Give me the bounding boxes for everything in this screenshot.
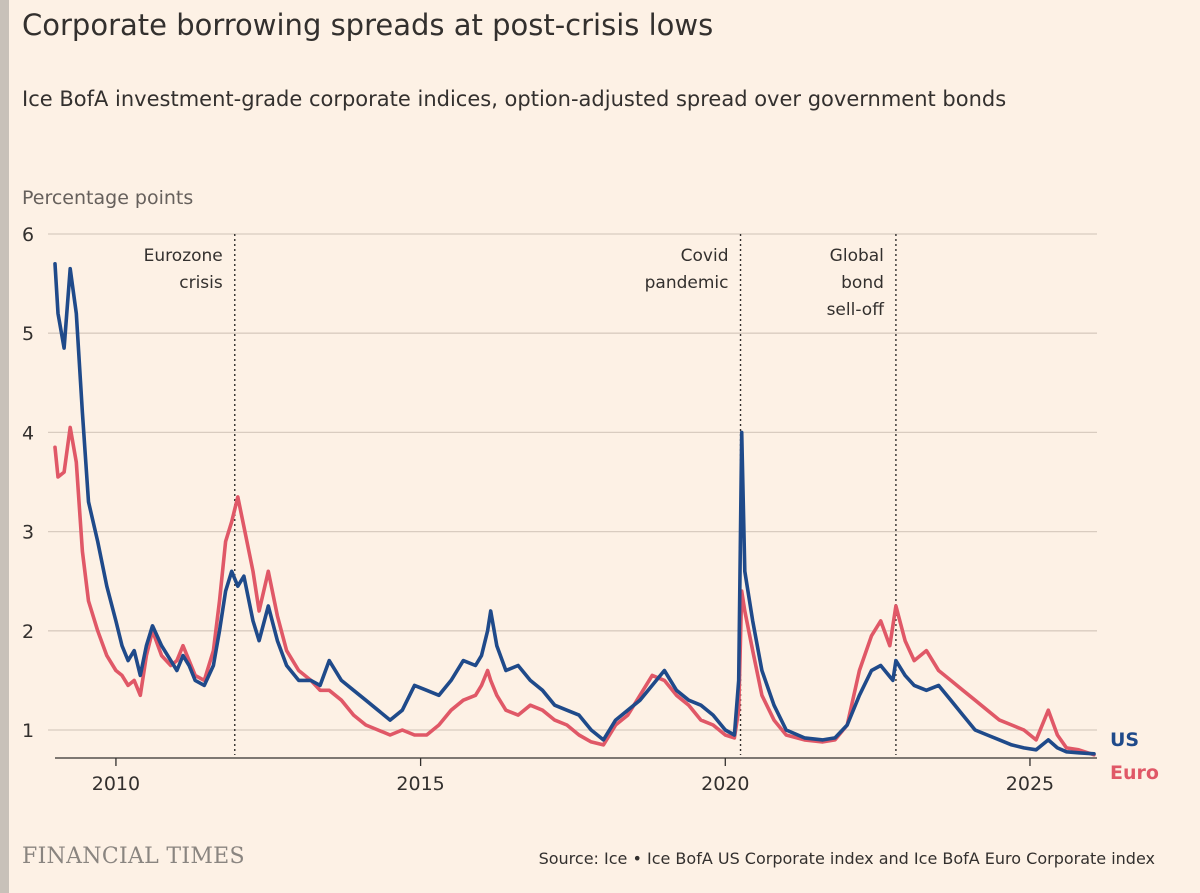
y-tick-label: 5 <box>22 323 34 345</box>
source-note: Source: Ice • Ice BofA US Corporate inde… <box>538 849 1155 868</box>
y-axis-ticks: 1 2 3 4 5 6 <box>22 224 34 742</box>
event-annotations: Eurozone crisis Covid pandemic Global bond sel… <box>144 234 897 755</box>
y-tick-label: 6 <box>22 224 34 246</box>
annotation-label: Eurozone <box>144 246 223 266</box>
series-line-us <box>53 262 1096 756</box>
y-axis-label: Percentage points <box>22 187 193 209</box>
y-tick-label: 4 <box>22 422 34 444</box>
y-tick-label: 1 <box>22 720 34 742</box>
series-label-us: US <box>1110 729 1139 751</box>
x-tick-label: 2020 <box>701 773 749 795</box>
series-line-euro <box>53 425 1096 757</box>
annotation-label: Global <box>830 246 884 266</box>
annotation-label: bond <box>841 273 884 293</box>
page-edge <box>0 0 9 893</box>
series-labels: US Euro <box>1110 729 1159 784</box>
x-tick-label: 2025 <box>1006 773 1054 795</box>
x-axis: 2010 2015 2020 2025 <box>55 757 1097 795</box>
annotation-label: Covid <box>681 246 729 266</box>
chart-title: Corporate borrowing spreads at post-cris… <box>22 8 714 42</box>
y-tick-label: 3 <box>22 522 34 544</box>
annotation-label: sell-off <box>827 300 886 320</box>
gridlines <box>48 233 1097 731</box>
annotation-label: pandemic <box>645 273 729 293</box>
series-lines <box>53 262 1096 757</box>
ft-logo: FINANCIAL TIMES <box>22 844 245 869</box>
chart-subtitle: Ice BofA investment-grade corporate indi… <box>22 87 1007 111</box>
x-tick-label: 2015 <box>396 773 444 795</box>
y-tick-label: 2 <box>22 621 34 643</box>
series-label-euro: Euro <box>1110 762 1159 784</box>
annotation-label: crisis <box>179 273 223 293</box>
x-tick-label: 2010 <box>92 773 140 795</box>
